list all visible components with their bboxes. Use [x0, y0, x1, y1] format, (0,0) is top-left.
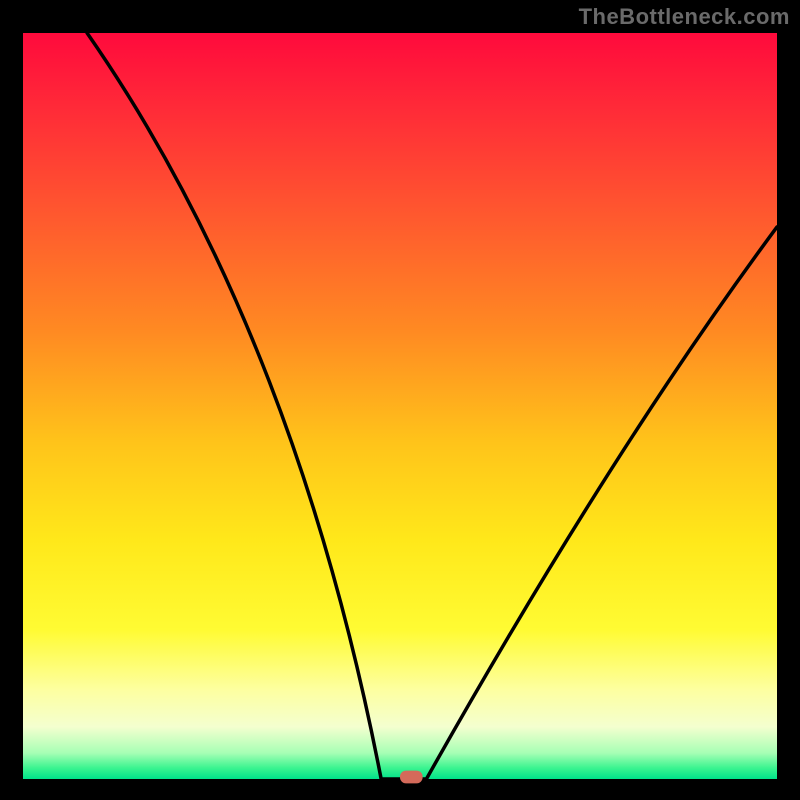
bottleneck-chart [0, 0, 800, 800]
plot-area [23, 33, 777, 779]
watermark-text: TheBottleneck.com [579, 0, 790, 34]
valley-marker [400, 771, 423, 784]
